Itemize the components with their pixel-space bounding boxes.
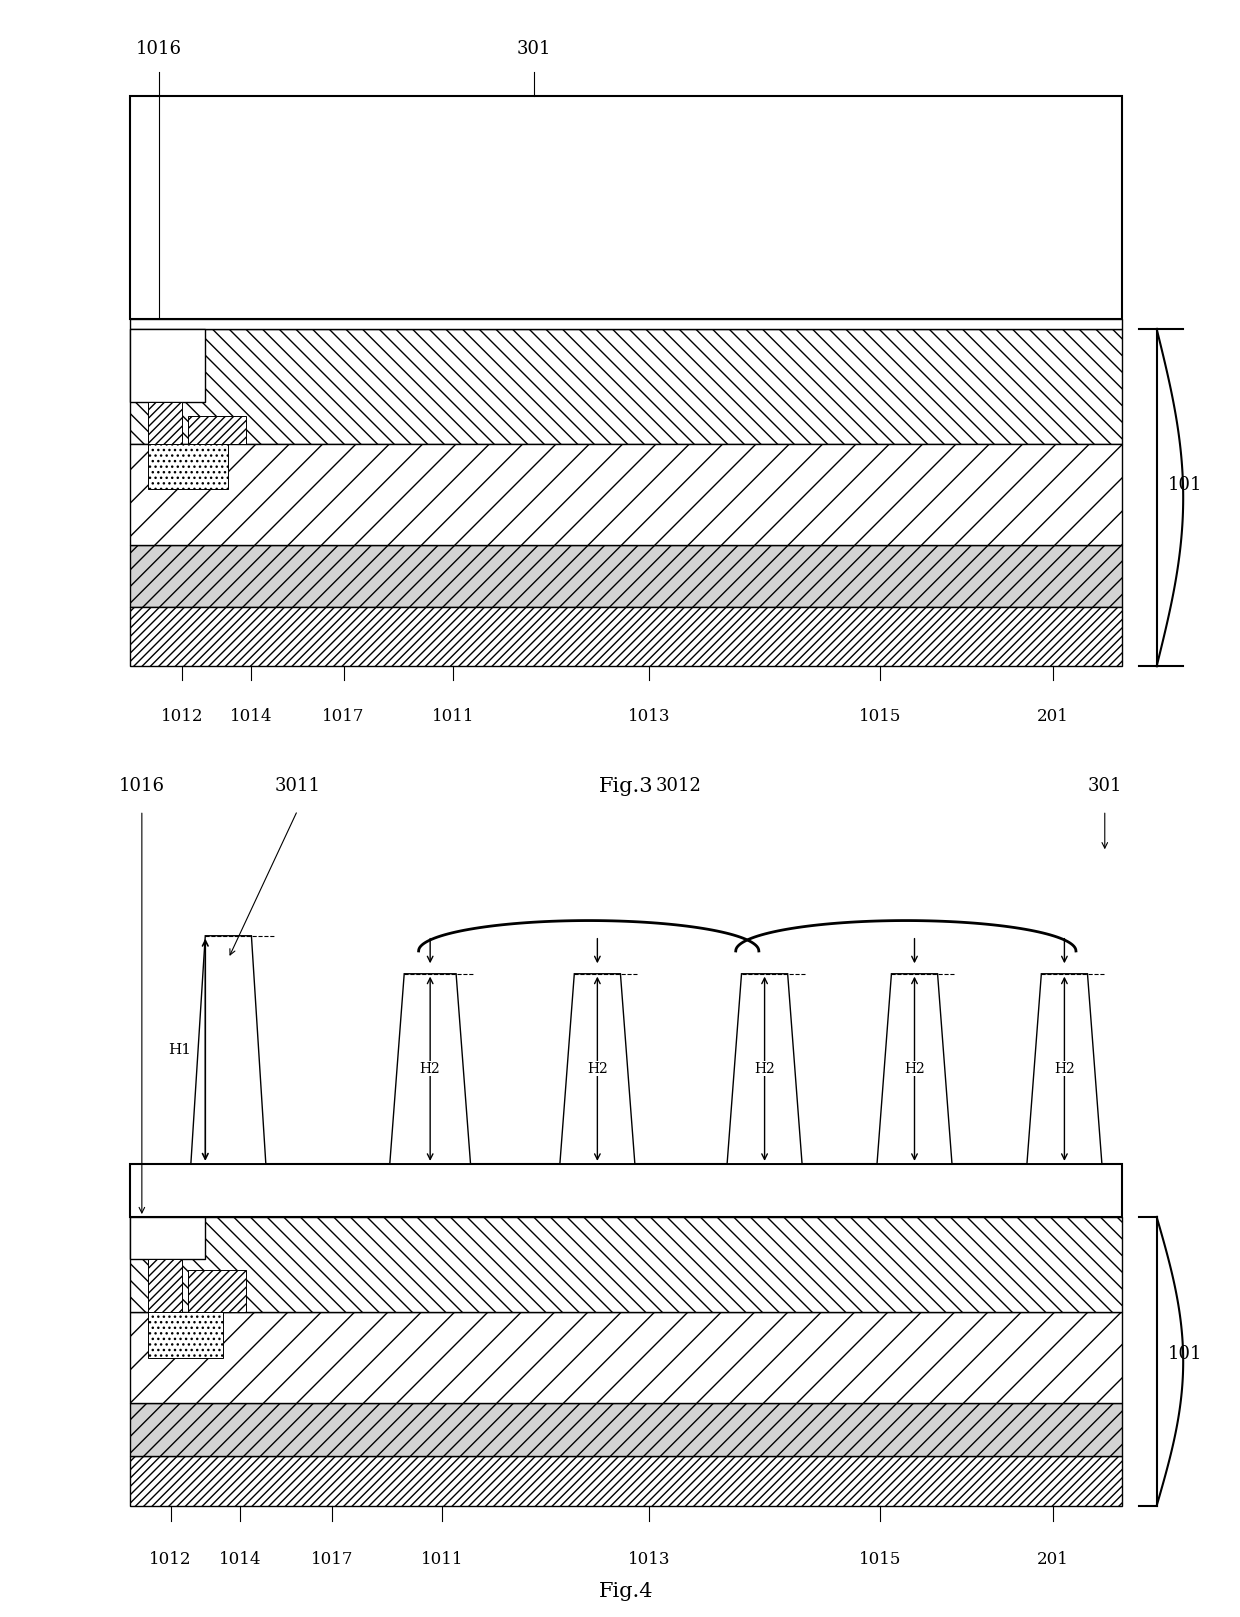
Text: Fig.4: Fig.4 — [599, 1581, 653, 1601]
Text: Fig.3: Fig.3 — [599, 778, 653, 797]
Text: 1012: 1012 — [150, 1551, 192, 1568]
Text: 1013: 1013 — [627, 1551, 671, 1568]
Bar — [148, 1258, 182, 1311]
Bar — [130, 1218, 206, 1258]
Bar — [148, 443, 228, 488]
Text: 101: 101 — [1168, 477, 1203, 495]
Text: 3012: 3012 — [655, 778, 701, 796]
Polygon shape — [727, 973, 802, 1164]
Bar — [130, 1164, 1122, 1218]
Bar — [130, 1404, 1122, 1457]
Polygon shape — [560, 973, 635, 1164]
Bar — [130, 328, 1122, 443]
Text: H2: H2 — [754, 1062, 775, 1075]
Text: 1011: 1011 — [420, 1551, 463, 1568]
Text: 1011: 1011 — [432, 708, 475, 724]
Bar — [130, 328, 206, 403]
Text: H2: H2 — [587, 1062, 608, 1075]
Text: 1017: 1017 — [311, 1551, 353, 1568]
Bar — [130, 606, 1122, 666]
Bar — [188, 1271, 246, 1311]
Bar — [130, 1457, 1122, 1505]
Bar — [130, 95, 1122, 319]
Text: 301: 301 — [517, 40, 552, 58]
Bar — [130, 545, 1122, 606]
Text: 1014: 1014 — [231, 708, 273, 724]
Text: 301: 301 — [1087, 778, 1122, 796]
Text: 1015: 1015 — [859, 1551, 901, 1568]
Polygon shape — [877, 973, 952, 1164]
Text: 1013: 1013 — [627, 708, 671, 724]
Text: 1015: 1015 — [859, 708, 901, 724]
Text: H1: H1 — [169, 1043, 191, 1058]
Polygon shape — [389, 973, 470, 1164]
Text: H2: H2 — [1054, 1062, 1075, 1075]
Bar — [130, 319, 1122, 328]
Text: 1017: 1017 — [322, 708, 365, 724]
Text: 201: 201 — [1037, 1551, 1069, 1568]
Text: H2: H2 — [904, 1062, 925, 1075]
Polygon shape — [1027, 973, 1102, 1164]
Bar — [148, 1311, 223, 1358]
Text: 1016: 1016 — [119, 778, 165, 796]
Text: 3011: 3011 — [274, 778, 320, 796]
Bar — [188, 416, 246, 443]
Text: H2: H2 — [420, 1062, 440, 1075]
Bar — [130, 1218, 1122, 1311]
Text: 201: 201 — [1037, 708, 1069, 724]
Polygon shape — [191, 936, 265, 1164]
Bar — [148, 403, 182, 443]
Text: 1016: 1016 — [136, 40, 182, 58]
Bar — [130, 1311, 1122, 1404]
Text: 101: 101 — [1168, 1345, 1203, 1363]
Text: 1012: 1012 — [161, 708, 203, 724]
Bar — [130, 443, 1122, 545]
Text: 1014: 1014 — [218, 1551, 262, 1568]
